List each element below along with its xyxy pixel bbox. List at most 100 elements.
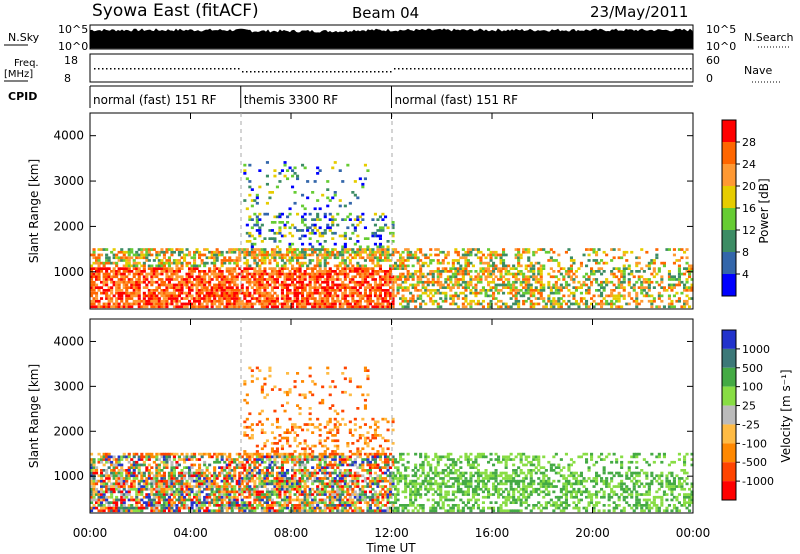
echo-cell: [394, 294, 398, 298]
nave-tick-bottom: 0: [706, 72, 713, 85]
echo-cell: [381, 278, 385, 281]
echo-cell: [278, 275, 282, 279]
echo-cell: [466, 280, 470, 284]
echo-cell: [386, 299, 390, 303]
freq-point: [486, 68, 488, 70]
echo-cell: [459, 272, 463, 276]
echo-cell: [160, 474, 164, 478]
echo-cell: [170, 275, 174, 279]
echo-cell: [167, 482, 171, 486]
echo-cell: [356, 240, 360, 243]
echo-cell: [102, 272, 106, 276]
echo-cell: [198, 294, 202, 298]
echo-cell: [376, 286, 380, 289]
echo-cell: [268, 196, 272, 200]
echo-cell: [188, 280, 192, 284]
echo-cell: [378, 294, 382, 298]
echo-cell: [587, 289, 591, 292]
echo-cell: [431, 283, 435, 287]
echo-cell: [275, 474, 279, 478]
echo-cell: [105, 302, 109, 306]
echo-cell: [512, 267, 516, 270]
echo-cell: [250, 477, 254, 480]
echo-cell: [280, 264, 284, 268]
echo-cell: [238, 466, 242, 469]
echo-cell: [321, 234, 325, 238]
echo-cell: [117, 482, 121, 486]
echo-cell: [258, 229, 262, 232]
echo-cell: [318, 234, 322, 238]
echo-cell: [125, 458, 129, 461]
echo-cell: [243, 474, 247, 478]
echo-cell: [185, 264, 189, 268]
echo-cell: [90, 283, 94, 287]
echo-cell: [155, 471, 159, 475]
echo-cell: [170, 294, 174, 298]
echo-cell: [635, 261, 639, 265]
echo-cell: [278, 471, 282, 475]
echo-cell: [137, 280, 141, 284]
echo-cell: [419, 297, 423, 300]
echo-cell: [552, 302, 556, 306]
echo-cell: [208, 463, 212, 467]
echo-cell: [203, 272, 207, 276]
echo-cell: [313, 291, 317, 295]
y-tick-label: 1000: [53, 265, 84, 279]
echo-cell: [235, 490, 239, 494]
echo-cell: [180, 248, 184, 251]
echo-cell: [479, 250, 483, 254]
echo-cell: [685, 278, 689, 281]
echo-cell: [110, 482, 114, 486]
echo-cell: [373, 223, 377, 227]
echo-cell: [270, 248, 274, 251]
echo-cell: [167, 248, 171, 251]
echo-cell: [411, 256, 415, 260]
echo-cell: [208, 452, 212, 456]
echo-cell: [170, 466, 174, 469]
echo-cell: [303, 223, 307, 227]
echo-cell: [253, 289, 257, 292]
echo-cell: [155, 490, 159, 494]
echo-cell: [625, 302, 629, 306]
echo-cell: [378, 226, 382, 230]
echo-cell: [429, 289, 433, 292]
echo-cell: [223, 259, 227, 262]
echo-cell: [243, 425, 247, 429]
echo-cell: [278, 240, 282, 243]
echo-cell: [95, 466, 99, 469]
echo-cell: [165, 272, 169, 276]
echo-cell: [243, 509, 247, 513]
echo-cell: [527, 264, 531, 268]
echo-cell: [188, 272, 192, 276]
echo-cell: [280, 469, 284, 472]
echo-cell: [135, 283, 139, 287]
echo-cell: [424, 289, 428, 292]
echo-cell: [160, 493, 164, 496]
echo-cell: [597, 248, 601, 251]
echo-cell: [190, 458, 194, 461]
echo-cell: [454, 259, 458, 262]
echo-cell: [308, 253, 312, 257]
echo-cell: [471, 278, 475, 281]
echo-cell: [142, 264, 146, 268]
echo-cell: [406, 299, 410, 303]
echo-cell: [127, 471, 131, 475]
echo-cell: [117, 477, 121, 480]
echo-cell: [245, 425, 249, 429]
echo-cell: [293, 270, 297, 273]
freq-point: [378, 71, 380, 73]
echo-cell: [195, 506, 199, 510]
echo-cell: [291, 299, 295, 303]
echo-cell: [333, 302, 337, 306]
echo-cell: [348, 248, 352, 251]
echo-cell: [343, 278, 347, 281]
echo-cell: [122, 302, 126, 306]
echo-cell: [308, 280, 312, 284]
echo-cell: [223, 479, 227, 483]
echo-cell: [326, 250, 330, 254]
echo-cell: [291, 302, 295, 306]
echo-cell: [489, 302, 493, 306]
echo-cell: [356, 302, 360, 306]
echo-cell: [341, 305, 345, 309]
echo-cell: [107, 452, 111, 456]
